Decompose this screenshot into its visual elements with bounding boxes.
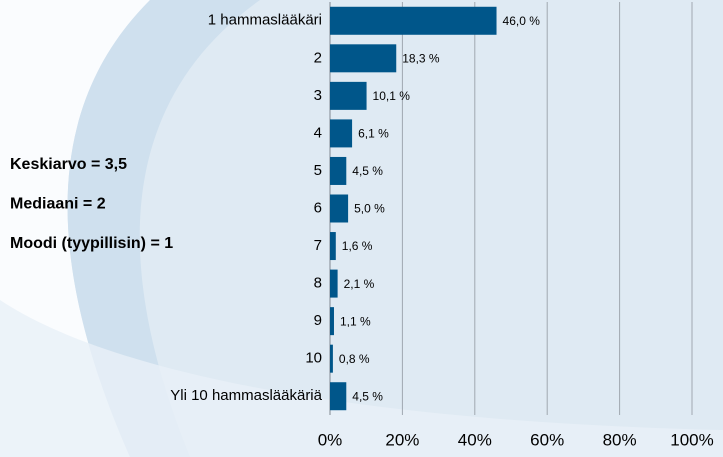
bar <box>330 382 347 411</box>
bar <box>330 156 347 185</box>
x-tick-label: 60% <box>530 430 564 449</box>
y-tick-label: 5 <box>314 162 322 179</box>
y-tick-label: 9 <box>314 312 322 329</box>
value-label: 46,0 % <box>503 14 541 28</box>
decor-swoosh <box>67 0 260 457</box>
bar <box>330 194 349 223</box>
bar <box>330 269 338 298</box>
annotation: Keskiarvo = 3,5 <box>10 156 127 173</box>
bar <box>330 6 497 35</box>
y-tick-label: 8 <box>314 275 322 292</box>
annotation: Moodi (tyypillisin) = 1 <box>10 235 173 252</box>
value-label: 4,5 % <box>352 389 383 403</box>
y-tick-label: 7 <box>314 237 322 254</box>
value-label: 4,5 % <box>352 164 383 178</box>
decor-swoosh <box>0 300 723 457</box>
y-tick-label: 6 <box>314 199 322 216</box>
y-tick-label: 1 hammaslääkäri <box>208 12 322 29</box>
annotation: Mediaani = 2 <box>10 196 106 213</box>
y-tick-label: 4 <box>314 124 322 141</box>
value-label: 0,8 % <box>339 352 370 366</box>
y-tick-label: 10 <box>305 350 322 367</box>
x-tick-label: 20% <box>385 430 419 449</box>
value-label: 2,1 % <box>344 277 375 291</box>
bar <box>330 119 353 148</box>
x-tick-label: 100% <box>670 430 713 449</box>
value-label: 6,1 % <box>358 127 389 141</box>
y-tick-label: Yli 10 hammaslääkäriä <box>170 387 322 404</box>
y-tick-label: 3 <box>314 87 322 104</box>
value-label: 18,3 % <box>402 51 440 65</box>
value-label: 10,1 % <box>373 89 411 103</box>
x-tick-label: 80% <box>603 430 637 449</box>
bar <box>330 81 367 110</box>
x-tick-label: 0% <box>318 430 343 449</box>
value-label: 1,6 % <box>342 239 373 253</box>
value-label: 5,0 % <box>354 202 385 216</box>
y-tick-label: 2 <box>314 49 322 66</box>
value-label: 1,1 % <box>340 314 371 328</box>
bar <box>330 307 334 336</box>
bar <box>330 44 397 73</box>
bar <box>330 344 333 373</box>
x-tick-label: 40% <box>458 430 492 449</box>
bar <box>330 232 336 261</box>
